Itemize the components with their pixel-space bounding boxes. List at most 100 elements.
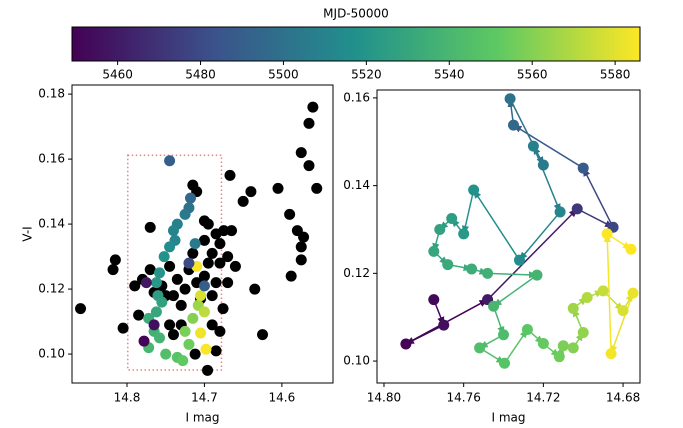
point bbox=[133, 309, 145, 321]
point bbox=[189, 238, 201, 250]
point bbox=[183, 257, 195, 269]
point bbox=[400, 338, 412, 350]
y-tick-label: 0.10 bbox=[343, 354, 370, 368]
point bbox=[167, 290, 179, 302]
point bbox=[527, 140, 539, 152]
point bbox=[577, 162, 589, 174]
point bbox=[175, 299, 187, 311]
x-tick-label: 14.72 bbox=[526, 391, 560, 405]
point bbox=[605, 348, 617, 360]
point bbox=[504, 93, 516, 105]
point bbox=[218, 225, 230, 237]
point bbox=[627, 287, 639, 299]
axes-frame bbox=[71, 84, 334, 384]
point bbox=[202, 364, 214, 376]
point bbox=[222, 251, 234, 263]
point bbox=[167, 329, 179, 341]
x-tick-label: 14.76 bbox=[446, 391, 480, 405]
arrow bbox=[487, 208, 578, 301]
point bbox=[617, 305, 629, 317]
x-tick-label: 14.80 bbox=[367, 391, 401, 405]
x-tick-label: 14.68 bbox=[606, 391, 640, 405]
y-tick-label: 0.12 bbox=[343, 266, 370, 280]
point bbox=[179, 325, 191, 337]
y-tick-label: 0.14 bbox=[38, 217, 65, 231]
colorbar-tick-label: 5500 bbox=[268, 68, 299, 82]
point bbox=[179, 208, 191, 220]
point bbox=[117, 322, 129, 334]
point bbox=[154, 332, 166, 344]
point bbox=[303, 160, 315, 172]
point bbox=[189, 348, 201, 360]
point bbox=[428, 245, 440, 257]
point bbox=[109, 254, 121, 266]
point bbox=[272, 182, 284, 194]
point bbox=[498, 329, 510, 341]
arrow bbox=[582, 167, 614, 228]
point bbox=[499, 357, 511, 369]
point bbox=[513, 254, 525, 266]
y-tick-label: 0.18 bbox=[38, 87, 65, 101]
point bbox=[466, 263, 478, 275]
point bbox=[200, 343, 212, 355]
point bbox=[553, 351, 565, 363]
arrow bbox=[492, 274, 538, 307]
point bbox=[625, 243, 637, 255]
point bbox=[164, 155, 176, 167]
point bbox=[164, 241, 176, 253]
x-tick-label: 14.8 bbox=[114, 391, 141, 405]
point bbox=[295, 147, 307, 159]
point bbox=[442, 259, 454, 271]
point bbox=[303, 117, 315, 129]
point bbox=[144, 264, 156, 276]
point bbox=[217, 303, 229, 315]
x-axis-label: I mag bbox=[185, 411, 219, 425]
point bbox=[581, 291, 593, 303]
point bbox=[184, 192, 196, 204]
colorbar-tick-label: 5560 bbox=[517, 68, 548, 82]
point bbox=[567, 302, 579, 314]
point bbox=[521, 323, 533, 335]
y-tick-label: 0.16 bbox=[38, 152, 65, 166]
point bbox=[187, 179, 199, 191]
arrow bbox=[603, 232, 612, 354]
point bbox=[307, 101, 319, 113]
point bbox=[154, 267, 166, 279]
point bbox=[195, 290, 207, 302]
point bbox=[285, 270, 297, 282]
point bbox=[571, 203, 583, 215]
y-tick-label: 0.14 bbox=[343, 178, 370, 192]
point bbox=[438, 319, 450, 331]
arrow bbox=[610, 292, 634, 355]
colorbar-label: MJD-50000 bbox=[323, 7, 389, 21]
arrow bbox=[532, 145, 561, 213]
point bbox=[567, 342, 579, 354]
point bbox=[177, 355, 189, 367]
point bbox=[206, 290, 218, 302]
y-tick-label: 0.10 bbox=[38, 347, 65, 361]
point bbox=[428, 294, 440, 306]
point bbox=[446, 213, 458, 225]
point bbox=[164, 319, 176, 331]
point bbox=[214, 325, 226, 337]
point bbox=[156, 296, 168, 308]
point bbox=[507, 119, 519, 131]
point bbox=[129, 280, 141, 292]
point bbox=[167, 225, 179, 237]
arrow bbox=[461, 189, 475, 235]
point bbox=[458, 228, 470, 240]
point bbox=[554, 206, 566, 218]
point bbox=[284, 208, 296, 220]
point bbox=[311, 182, 323, 194]
point bbox=[245, 186, 257, 198]
point bbox=[150, 277, 162, 289]
y-axis-label: V-I bbox=[21, 226, 35, 241]
point bbox=[160, 348, 172, 360]
point bbox=[557, 340, 569, 352]
colorbar-tick-label: 5540 bbox=[434, 68, 465, 82]
point bbox=[224, 169, 236, 181]
plot-area bbox=[400, 93, 639, 369]
point bbox=[206, 247, 218, 259]
arrow bbox=[487, 271, 538, 279]
